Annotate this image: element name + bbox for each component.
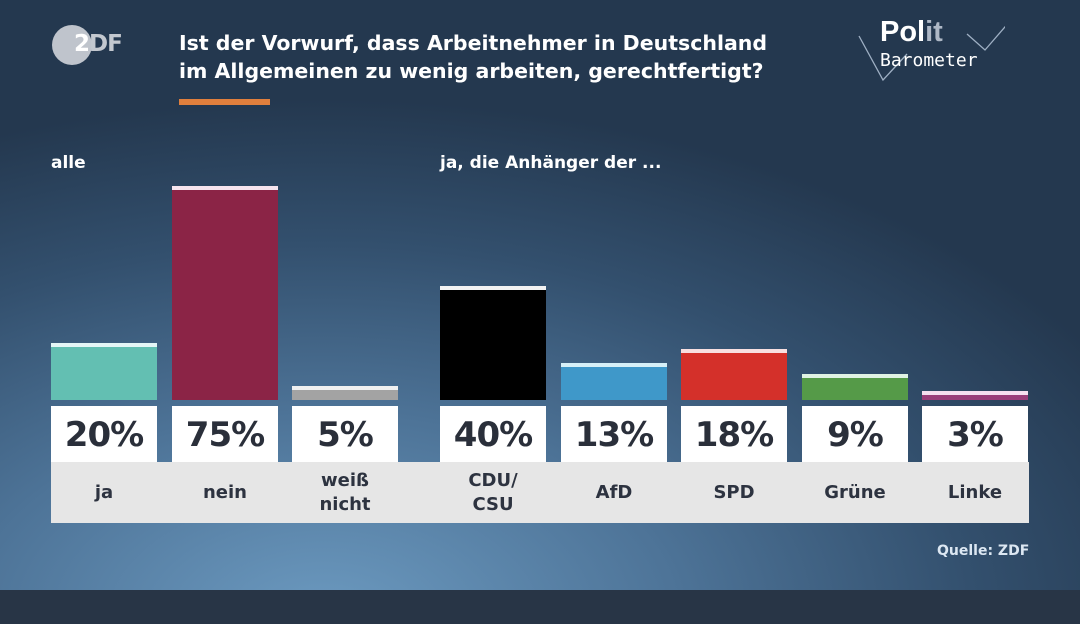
value-label: 20% [51, 406, 157, 462]
bar-cap [922, 391, 1028, 395]
title-accent-line [179, 99, 270, 105]
bar-cap [440, 286, 546, 290]
value-label: 13% [561, 406, 667, 462]
category-label: Grüne [824, 481, 886, 503]
footer-bar [0, 590, 1080, 624]
category-label-band [51, 462, 1029, 523]
value-label: 3% [922, 406, 1028, 462]
category-label: Linke [947, 481, 1003, 503]
bar-1-0 [440, 286, 546, 400]
bar-cap [292, 386, 398, 390]
category-label: CDU/ CSU [468, 469, 518, 515]
category-label: AfD [595, 481, 633, 503]
chart-title-line-1: Ist der Vorwurf, dass Arbeitnehmer in De… [179, 31, 768, 55]
source-note: Quelle: ZDF [937, 543, 1030, 559]
category-label: weiß nicht [319, 469, 371, 515]
value-label: 18% [681, 406, 787, 462]
group-label-parties: ja, die Anhänger der ... [440, 153, 662, 173]
checkmark-icon [858, 25, 1005, 82]
value-label: 5% [292, 406, 398, 462]
zdf-logo-circle [52, 25, 92, 65]
zdf-logo: 2DF [52, 25, 132, 65]
chart-graphic: 2DF Ist der Vorwurf, dass Arbeitnehmer i… [0, 0, 1080, 590]
polit-text-pol: Pol [880, 16, 926, 48]
value-label: 75% [172, 406, 278, 462]
zdf-logo-2: 2 [74, 31, 90, 57]
category-label: nein [202, 481, 247, 503]
bar-1-3 [802, 374, 908, 400]
politbarometer-logo-polit: Polit [880, 16, 943, 49]
value-label: 9% [802, 406, 908, 462]
zdf-logo-df: DF [89, 31, 123, 57]
bar-0-1 [172, 186, 278, 400]
zdf-logo-text: 2DF [74, 31, 123, 57]
chart-title-line-2: im Allgemeinen zu wenig arbeiten, gerech… [179, 59, 764, 83]
bar-1-4 [922, 391, 1028, 400]
chart-title: Ist der Vorwurf, dass Arbeitnehmer in De… [179, 29, 767, 85]
category-label: ja [94, 481, 114, 503]
bar-cap [681, 349, 787, 353]
bar-1-1 [561, 363, 667, 400]
politbarometer-logo-barometer: Barometer [880, 50, 978, 71]
polit-text-it: it [925, 16, 943, 48]
bar-cap [802, 374, 908, 378]
bar-0-2 [292, 386, 398, 400]
bar-cap [561, 363, 667, 367]
bar-cap [51, 343, 157, 347]
value-label: 40% [440, 406, 546, 462]
bar-1-2 [681, 349, 787, 400]
bar-cap [172, 186, 278, 190]
category-label: SPD [713, 481, 755, 503]
bar-0-0 [51, 343, 157, 400]
group-label-all: alle [51, 153, 86, 173]
politbarometer-logo: Polit Barometer [855, 16, 1005, 86]
